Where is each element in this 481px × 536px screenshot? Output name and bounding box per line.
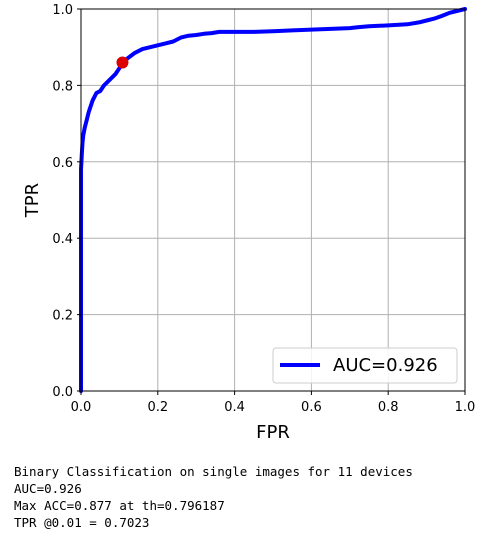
x-tick-label: 0.6 [301, 400, 322, 415]
caption-line-auc: AUC=0.926 [14, 481, 82, 496]
y-tick-label: 0.8 [52, 79, 73, 94]
x-tick-label: 0.2 [147, 400, 168, 415]
y-axis-label: TPR [22, 183, 43, 218]
y-tick-label: 0.4 [52, 232, 73, 247]
x-tick-label: 0.4 [224, 400, 245, 415]
legend-label: AUC=0.926 [333, 355, 438, 376]
x-axis-label: FPR [256, 422, 290, 443]
plot-frame [80, 8, 466, 392]
x-tick-label: 0.0 [71, 400, 92, 415]
grid [80, 8, 466, 392]
roc-curve-line [79, 7, 467, 393]
y-tick-label: 1.0 [52, 3, 73, 18]
legend-box [272, 347, 458, 384]
y-tick-label: 0.6 [52, 156, 73, 171]
caption-line-max-acc: Max ACC=0.877 at th=0.796187 [14, 498, 225, 513]
x-tick-label: 0.8 [378, 400, 399, 415]
y-tick-label: 0.2 [52, 309, 73, 324]
legend: AUC=0.926 [272, 347, 458, 384]
max-accuracy-point [116, 56, 129, 69]
x-tick-label: 1.0 [455, 400, 476, 415]
caption-line-tpr: TPR @0.01 = 0.7023 [14, 515, 150, 530]
series-layer [79, 7, 467, 393]
caption-block: Binary Classification on single images f… [14, 463, 413, 531]
y-tick-label: 0.0 [52, 385, 73, 400]
caption-line-title: Binary Classification on single images f… [14, 464, 413, 479]
roc-chart: 0.0 0.2 0.4 0.6 0.8 1.0 0.0 0.2 0.4 0.6 0.8 1.0 FPR… [22, 3, 475, 443]
axis-ticks: 0.0 0.2 0.4 0.6 0.8 1.0 0.0 0.2 0.4 0.6 0.8 1.0 [52, 3, 475, 415]
